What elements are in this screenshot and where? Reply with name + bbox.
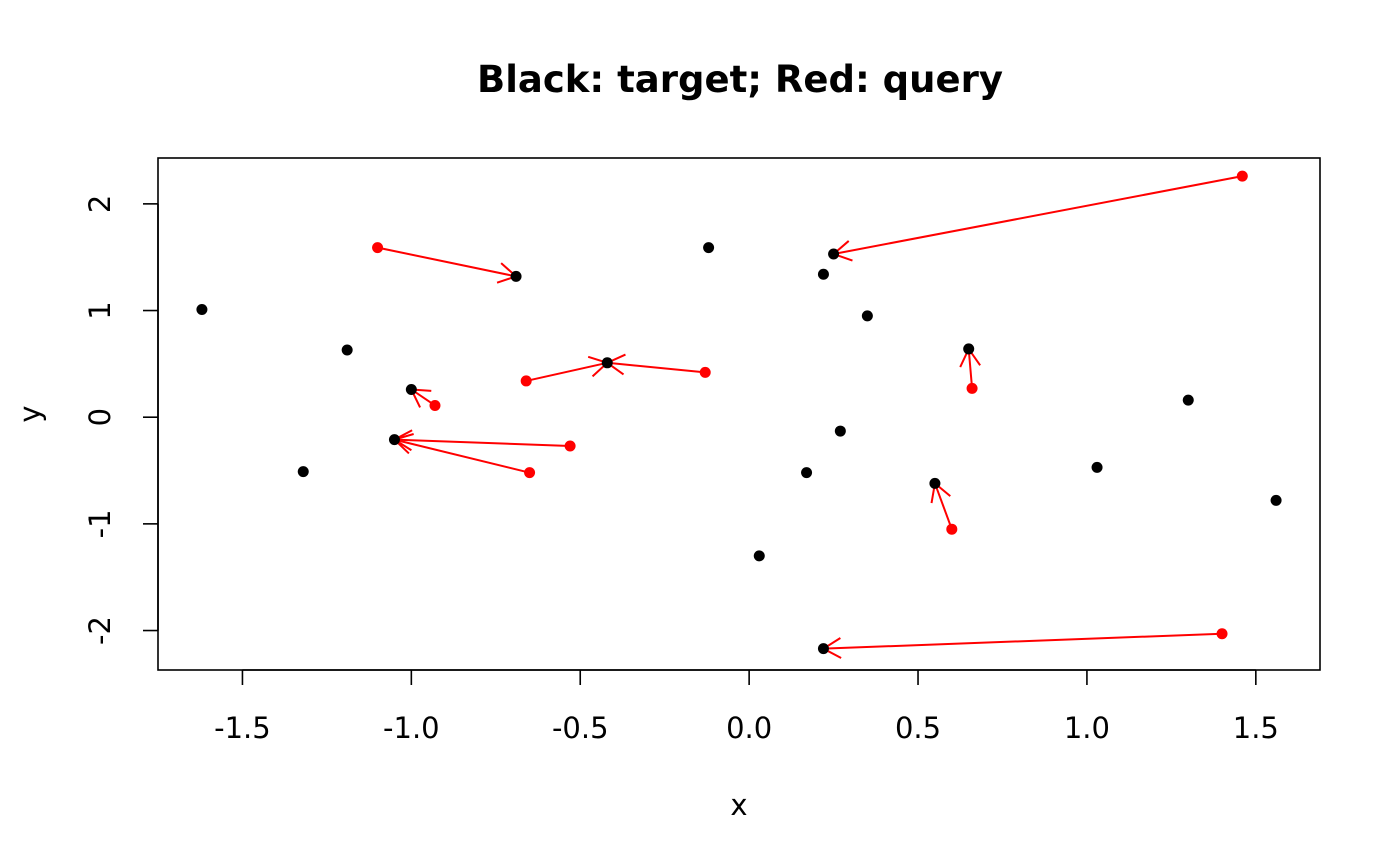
chart-title: Black: target; Red: query bbox=[477, 58, 1003, 101]
arrow-shaft bbox=[394, 438, 571, 447]
query-point bbox=[524, 467, 536, 479]
y-axis: -2 -1 0 1 2 bbox=[83, 195, 159, 645]
x-tick-label: 1.5 bbox=[1233, 711, 1279, 745]
target-point bbox=[1182, 394, 1194, 406]
arrow-shaft bbox=[394, 438, 530, 474]
x-tick-label: -1.5 bbox=[214, 711, 271, 745]
target-point bbox=[828, 248, 840, 260]
query-point bbox=[372, 242, 384, 254]
arrow-shaft bbox=[607, 361, 706, 374]
y-tick-label: 1 bbox=[83, 301, 117, 319]
target-point bbox=[963, 343, 975, 355]
y-tick-label: 0 bbox=[83, 408, 117, 426]
y-axis-label: y bbox=[13, 405, 47, 422]
query-point bbox=[520, 375, 532, 387]
arrow-shaft bbox=[833, 175, 1243, 255]
target-point bbox=[703, 242, 715, 254]
arrow-shaft bbox=[967, 348, 974, 389]
x-tick-label: 1.0 bbox=[1064, 711, 1110, 745]
query-point bbox=[946, 523, 958, 535]
target-point bbox=[1270, 494, 1282, 506]
arrow-shaft bbox=[377, 246, 517, 278]
query-point bbox=[429, 399, 441, 411]
query-point bbox=[966, 382, 978, 394]
target-point bbox=[753, 550, 765, 562]
x-tick-label: -1.0 bbox=[383, 711, 440, 745]
y-tick-label: -1 bbox=[83, 509, 117, 538]
target-point bbox=[297, 466, 309, 478]
query-point bbox=[699, 366, 711, 378]
query-point bbox=[1216, 628, 1228, 640]
target-point bbox=[510, 270, 522, 282]
target-point bbox=[601, 357, 613, 369]
plot-area bbox=[196, 170, 1282, 659]
target-point bbox=[861, 310, 873, 322]
target-point bbox=[834, 425, 846, 437]
arrow-shaft bbox=[823, 632, 1223, 650]
x-tick-label: 0.0 bbox=[726, 711, 772, 745]
target-point bbox=[817, 643, 829, 655]
target-point bbox=[1091, 461, 1103, 473]
y-tick-label: 2 bbox=[83, 195, 117, 213]
target-point bbox=[801, 467, 813, 479]
x-axis-label: x bbox=[730, 788, 747, 822]
target-point bbox=[929, 477, 941, 489]
target-point bbox=[817, 268, 829, 280]
target-point bbox=[196, 303, 208, 315]
y-tick-label: -2 bbox=[83, 616, 117, 645]
x-tick-label: 0.5 bbox=[895, 711, 941, 745]
query-point bbox=[564, 440, 576, 452]
target-point bbox=[388, 434, 400, 446]
x-axis: -1.5 -1.0 -0.5 0.0 0.5 1.0 1.5 bbox=[214, 669, 1279, 745]
query-point bbox=[1236, 170, 1248, 182]
arrow-shaft bbox=[525, 361, 608, 382]
target-point bbox=[405, 383, 417, 395]
arrow-shaft bbox=[933, 482, 953, 530]
x-tick-label: -0.5 bbox=[552, 711, 609, 745]
target-point bbox=[341, 344, 353, 356]
